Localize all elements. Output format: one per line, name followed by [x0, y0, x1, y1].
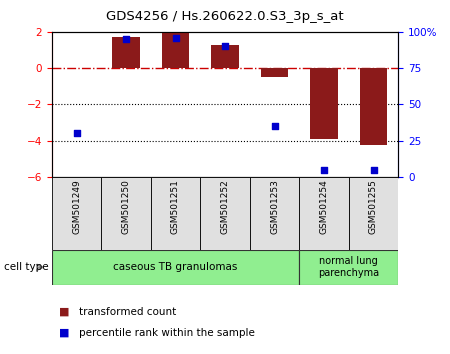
Point [221, 44, 229, 49]
Text: GSM501249: GSM501249 [72, 179, 81, 234]
FancyBboxPatch shape [52, 177, 101, 250]
Text: GSM501251: GSM501251 [171, 179, 180, 234]
Text: normal lung
parenchyma: normal lung parenchyma [318, 256, 379, 278]
FancyBboxPatch shape [349, 177, 398, 250]
Bar [112, 37, 140, 68]
FancyBboxPatch shape [52, 250, 299, 285]
Bar [162, 33, 189, 68]
Text: GSM501254: GSM501254 [320, 179, 328, 234]
Text: ■: ■ [58, 307, 69, 316]
Text: GDS4256 / Hs.260622.0.S3_3p_s_at: GDS4256 / Hs.260622.0.S3_3p_s_at [106, 10, 344, 23]
Point [320, 167, 328, 173]
Point [271, 124, 278, 129]
Bar [360, 68, 387, 145]
Text: ■: ■ [58, 328, 69, 338]
Bar [212, 45, 239, 68]
Text: GSM501252: GSM501252 [220, 179, 230, 234]
Point [122, 36, 130, 42]
Point [370, 167, 377, 173]
Text: transformed count: transformed count [79, 307, 176, 316]
Text: GSM501253: GSM501253 [270, 179, 279, 234]
FancyBboxPatch shape [250, 177, 299, 250]
FancyBboxPatch shape [299, 250, 398, 285]
Text: cell type: cell type [4, 262, 49, 272]
FancyBboxPatch shape [151, 177, 200, 250]
Point [172, 35, 179, 40]
Text: GSM501255: GSM501255 [369, 179, 378, 234]
FancyBboxPatch shape [299, 177, 349, 250]
FancyBboxPatch shape [200, 177, 250, 250]
Point [73, 131, 80, 136]
Text: percentile rank within the sample: percentile rank within the sample [79, 328, 255, 338]
FancyBboxPatch shape [101, 177, 151, 250]
Bar [261, 68, 288, 77]
Bar [310, 68, 338, 138]
Text: caseous TB granulomas: caseous TB granulomas [113, 262, 238, 272]
Text: GSM501250: GSM501250 [122, 179, 130, 234]
